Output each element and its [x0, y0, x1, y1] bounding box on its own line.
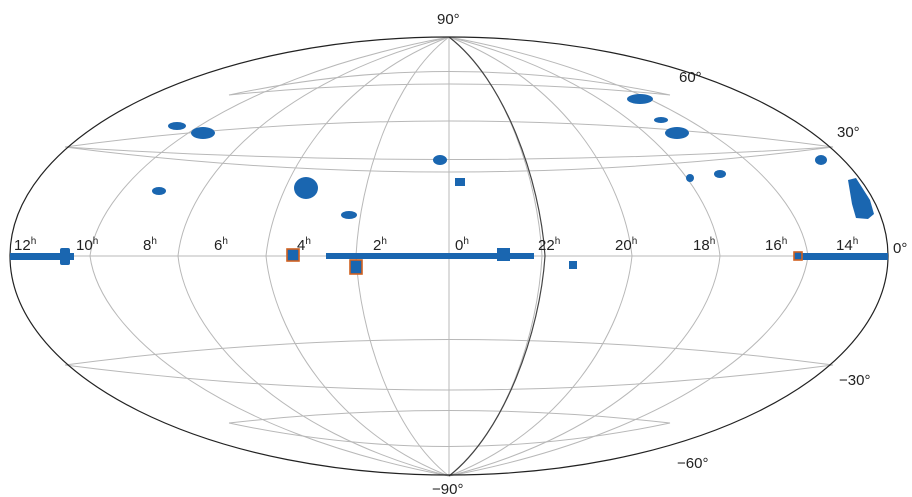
- meridian-7: [448, 36, 721, 477]
- ra-label: 14h: [836, 236, 858, 254]
- region-blob-2: [433, 155, 447, 165]
- highlight-field-2: [349, 259, 363, 275]
- region-blob-12: [714, 170, 726, 178]
- region-equatorial-strip-right: [798, 253, 888, 260]
- region-blob-8: [627, 94, 653, 104]
- meridian-3: [177, 36, 450, 477]
- ra-label: 16h: [765, 236, 787, 254]
- ra-label: 12h: [14, 236, 36, 254]
- region-small-square: [569, 261, 577, 269]
- region-equatorial-strip-center: [326, 253, 534, 259]
- highlight-field-3: [793, 251, 803, 261]
- region-equatorial-strip-left-blob: [60, 248, 70, 265]
- region-blob-10: [665, 127, 689, 139]
- latitude-labels: 90° 60° 30° −30° −60° −90° 0°: [432, 11, 907, 497]
- ra-label: 8h: [143, 236, 157, 254]
- region-blob-1: [455, 178, 465, 186]
- lat-label-p30: 30°: [837, 124, 860, 141]
- survey-regions: [10, 94, 888, 269]
- highlighted-fields: [286, 248, 803, 275]
- highlight-field-1: [286, 248, 300, 262]
- lat-label-m60: −60°: [677, 455, 708, 472]
- parallel-p60: [228, 71, 671, 96]
- lat-label-m30: −30°: [839, 372, 870, 389]
- lat-label-p90: 90°: [437, 11, 460, 28]
- region-blob-14: [848, 178, 874, 219]
- ra-label: 20h: [615, 236, 637, 254]
- parallel-m60: [228, 410, 671, 447]
- parallel-m30: [64, 339, 834, 391]
- region-center-blob: [497, 248, 510, 261]
- region-blob-7: [152, 187, 166, 195]
- lat-label-p60: 60°: [679, 69, 702, 86]
- region-blob-3: [294, 177, 318, 199]
- ra-label: 22h: [538, 236, 560, 254]
- ra-label: 2h: [373, 236, 387, 254]
- region-blob-11: [686, 174, 694, 182]
- meridian-4: [89, 36, 450, 477]
- region-blob-13: [815, 155, 827, 165]
- region-blob-6: [191, 127, 215, 139]
- central-meridian-bold: [448, 36, 546, 477]
- edge-label-0deg: 0°: [893, 240, 907, 257]
- region-blob-4: [341, 211, 357, 219]
- region-blob-5: [168, 122, 186, 130]
- meridian-2: [265, 36, 450, 477]
- region-blob-9: [654, 117, 668, 123]
- ra-label: 10h: [76, 236, 98, 254]
- region-equatorial-strip-left: [10, 253, 74, 260]
- ra-labels: 12h 10h 8h 6h 4h 2h 0h 22h 20h 18h 16h 1…: [14, 236, 858, 254]
- lat-label-m90: −90°: [432, 481, 463, 497]
- ra-label: 0h: [455, 236, 469, 254]
- meridian-6: [448, 36, 633, 477]
- ra-label: 6h: [214, 236, 228, 254]
- ra-label: 4h: [297, 236, 311, 254]
- ra-label: 18h: [693, 236, 715, 254]
